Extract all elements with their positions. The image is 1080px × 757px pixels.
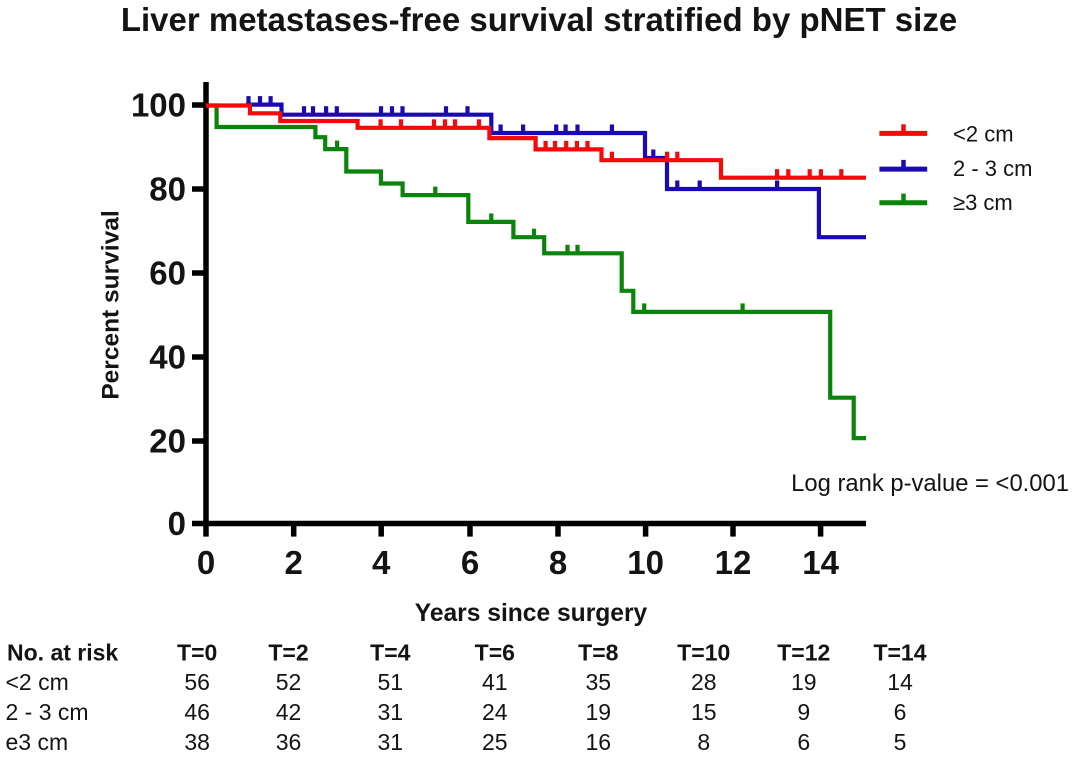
svg-text:2: 2 xyxy=(285,544,303,581)
svg-text:42: 42 xyxy=(276,699,302,725)
svg-text:≥3 cm: ≥3 cm xyxy=(953,190,1013,215)
svg-text:51: 51 xyxy=(378,669,404,695)
svg-text:80: 80 xyxy=(149,171,186,208)
svg-text:<2 cm: <2 cm xyxy=(953,122,1014,147)
svg-text:14: 14 xyxy=(887,669,913,695)
svg-text:Liver metastases-free survival: Liver metastases-free survival stratifie… xyxy=(121,1,957,38)
svg-text:Log rank p-value = <0.001: Log rank p-value = <0.001 xyxy=(791,470,1069,497)
svg-text:52: 52 xyxy=(276,669,302,695)
svg-text:31: 31 xyxy=(378,699,404,725)
svg-text:38: 38 xyxy=(184,729,210,755)
svg-text:100: 100 xyxy=(131,87,186,124)
svg-text:41: 41 xyxy=(482,669,508,695)
svg-text:4: 4 xyxy=(372,544,391,581)
svg-text:20: 20 xyxy=(149,423,186,460)
svg-text:Years since surgery: Years since surgery xyxy=(415,600,648,627)
svg-text:31: 31 xyxy=(378,729,404,755)
svg-text:T=14: T=14 xyxy=(873,640,926,666)
svg-text:2 - 3 cm: 2 - 3 cm xyxy=(953,156,1032,181)
svg-text:5: 5 xyxy=(894,729,907,755)
svg-text:Percent survival: Percent survival xyxy=(98,210,125,399)
svg-text:T=4: T=4 xyxy=(370,640,410,666)
svg-text:36: 36 xyxy=(276,729,302,755)
svg-text:6: 6 xyxy=(894,699,907,725)
svg-text:15: 15 xyxy=(691,699,717,725)
svg-text:T=2: T=2 xyxy=(268,640,308,666)
svg-text:14: 14 xyxy=(802,544,839,581)
svg-text:<2 cm: <2 cm xyxy=(6,669,69,695)
svg-text:19: 19 xyxy=(791,669,817,695)
svg-text:T=8: T=8 xyxy=(578,640,618,666)
svg-text:8: 8 xyxy=(697,729,710,755)
svg-text:2 - 3 cm: 2 - 3 cm xyxy=(6,699,89,725)
svg-text:T=0: T=0 xyxy=(177,640,217,666)
svg-text:46: 46 xyxy=(184,699,210,725)
svg-text:0: 0 xyxy=(197,544,215,581)
svg-text:12: 12 xyxy=(715,544,752,581)
svg-text:T=12: T=12 xyxy=(777,640,830,666)
svg-text:0: 0 xyxy=(168,505,186,542)
svg-text:16: 16 xyxy=(586,729,612,755)
svg-text:6: 6 xyxy=(461,544,479,581)
svg-text:19: 19 xyxy=(586,699,612,725)
svg-text:9: 9 xyxy=(797,699,810,725)
svg-text:28: 28 xyxy=(691,669,717,695)
svg-text:6: 6 xyxy=(797,729,810,755)
svg-text:T=10: T=10 xyxy=(677,640,730,666)
svg-text:e3 cm: e3 cm xyxy=(6,729,69,755)
svg-text:40: 40 xyxy=(149,339,186,376)
svg-text:60: 60 xyxy=(149,255,186,292)
svg-text:56: 56 xyxy=(184,669,210,695)
svg-text:No. at risk: No. at risk xyxy=(7,640,118,666)
svg-text:10: 10 xyxy=(627,544,664,581)
svg-text:25: 25 xyxy=(482,729,508,755)
svg-text:35: 35 xyxy=(586,669,612,695)
svg-text:8: 8 xyxy=(549,544,567,581)
svg-text:24: 24 xyxy=(482,699,508,725)
svg-text:T=6: T=6 xyxy=(475,640,515,666)
